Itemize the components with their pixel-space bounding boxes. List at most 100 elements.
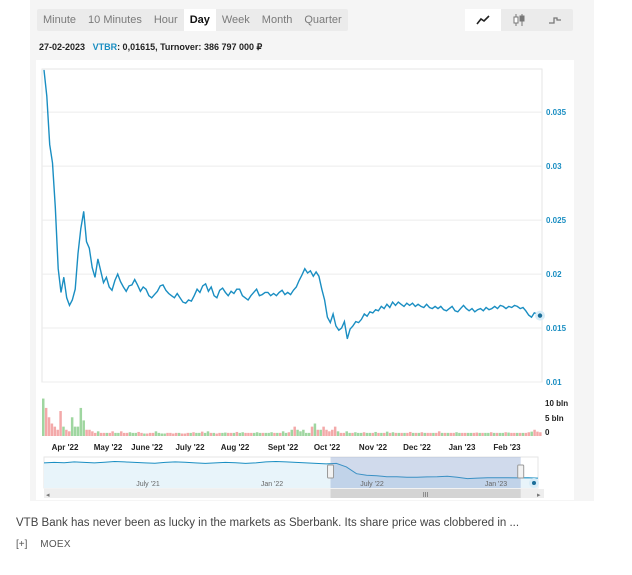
step-line-button[interactable] — [537, 9, 573, 31]
price-point — [454, 310, 456, 312]
volume-bar — [443, 432, 447, 436]
price-point — [474, 311, 476, 313]
volume-bar — [255, 432, 259, 436]
price-point — [202, 285, 204, 287]
price-point — [397, 301, 399, 303]
price-point — [145, 288, 147, 290]
price-point — [142, 286, 144, 288]
volume-bar — [247, 432, 250, 436]
price-point — [219, 289, 221, 291]
tab-week[interactable]: Week — [221, 14, 250, 26]
price-point — [525, 310, 527, 312]
volume-bar — [423, 432, 426, 436]
tab-month[interactable]: Month — [261, 14, 293, 26]
volume-bar — [377, 432, 380, 436]
price-point — [94, 276, 96, 278]
last-point-marker[interactable] — [537, 313, 543, 318]
tab-day[interactable]: Day — [183, 9, 216, 31]
volume-bar — [293, 426, 296, 436]
volume-bar — [108, 432, 111, 436]
volume-bar — [226, 432, 230, 436]
volume-bar — [310, 426, 314, 436]
navigator-tick-label: Jan '22 — [261, 481, 283, 488]
price-point — [52, 162, 53, 164]
price-point — [86, 241, 87, 243]
volume-bar — [492, 432, 496, 436]
volume-tick-label: 5 bln — [545, 414, 564, 423]
price-point — [267, 292, 269, 293]
scroll-right-arrow-icon[interactable]: ▸ — [537, 492, 541, 499]
volume-bar — [79, 407, 83, 436]
price-point — [233, 293, 235, 294]
price-point — [123, 286, 124, 288]
volume-bar — [521, 432, 525, 436]
volume-bar — [189, 432, 192, 436]
line-chart-button[interactable] — [465, 9, 501, 31]
volume-bar — [250, 432, 253, 436]
price-point — [346, 338, 348, 340]
volume-bar — [163, 433, 166, 436]
chart-caption: VTB Bank has never been as lucky in the … — [16, 517, 520, 529]
volume-bar — [452, 432, 455, 436]
price-point — [71, 299, 73, 301]
price-point — [352, 325, 354, 327]
price-point — [378, 310, 379, 312]
volume-bar — [122, 432, 126, 436]
volume-bar — [252, 432, 256, 436]
navigator-scrollbar[interactable] — [44, 489, 544, 498]
volume-bar — [203, 432, 207, 436]
price-point — [420, 306, 422, 307]
navigator-selection[interactable] — [330, 457, 521, 488]
candlestick-button[interactable] — [501, 9, 537, 31]
tab-hour[interactable]: Hour — [153, 14, 178, 26]
price-point — [276, 295, 277, 297]
plot-area — [41, 68, 543, 383]
expand-caption-link[interactable]: [+] — [16, 539, 28, 550]
price-point — [383, 308, 385, 309]
price-point — [131, 284, 133, 286]
volume-bar — [507, 432, 510, 436]
scroll-left-arrow-icon[interactable]: ◂ — [46, 492, 50, 499]
price-point — [216, 297, 218, 299]
volume-bar — [47, 417, 51, 436]
scrollbar-thumb[interactable] — [330, 489, 521, 498]
price-point — [54, 206, 56, 208]
volume-bar — [316, 429, 320, 436]
volume-bar — [380, 432, 383, 436]
tab-10-minutes[interactable]: 10 Minutes — [88, 14, 142, 26]
volume-bar — [420, 432, 424, 436]
y-tick-label: 0.025 — [546, 216, 567, 225]
price-point — [516, 306, 518, 307]
price-point — [100, 270, 102, 272]
price-point — [482, 310, 484, 312]
volume-bar — [403, 432, 406, 436]
price-point — [531, 316, 532, 318]
price-point — [287, 292, 289, 293]
price-point — [247, 299, 249, 301]
price-point — [242, 295, 243, 297]
y-tick-label: 0.02 — [546, 270, 562, 279]
volume-bar — [489, 432, 493, 436]
price-point — [480, 308, 481, 309]
navigator-right-handle[interactable] — [517, 464, 525, 479]
volume-bar — [284, 432, 288, 436]
volume-tick-label: 10 bln — [545, 399, 568, 408]
volume-bar — [325, 429, 328, 436]
volume-bar — [160, 433, 163, 436]
price-point — [437, 308, 439, 309]
tab-quarter[interactable]: Quarter — [304, 14, 342, 26]
volume-bar — [59, 411, 62, 436]
price-line — [43, 70, 541, 339]
price-point — [125, 290, 127, 292]
price-point — [151, 297, 153, 299]
price-point — [128, 285, 130, 287]
price-point — [329, 322, 331, 323]
price-point — [49, 144, 51, 146]
price-point — [519, 308, 521, 309]
volume-bar — [472, 432, 476, 436]
volume-bar — [215, 433, 218, 436]
tab-minute[interactable]: Minute — [43, 14, 77, 26]
volume-bar — [302, 429, 305, 436]
navigator-left-handle[interactable] — [327, 464, 335, 479]
step-line-icon — [549, 17, 561, 24]
